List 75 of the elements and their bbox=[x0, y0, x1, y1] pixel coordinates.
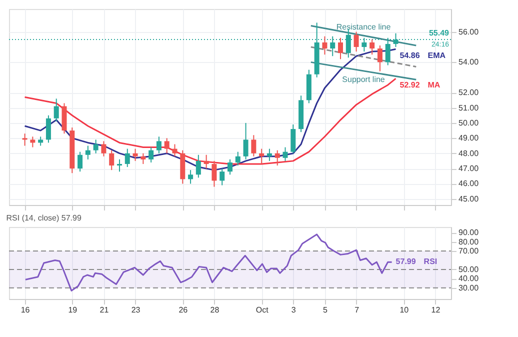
x-tick-label: 26 bbox=[178, 306, 188, 314]
candlestick bbox=[109, 150, 114, 171]
y-tick-label: 56.00 bbox=[458, 27, 480, 36]
x-tick-label: 7 bbox=[354, 306, 360, 314]
candlestick bbox=[290, 124, 296, 154]
candlestick bbox=[156, 136, 162, 154]
candlestick bbox=[101, 140, 106, 157]
candlestick bbox=[38, 136, 44, 146]
candlestick bbox=[354, 31, 359, 52]
y-tick-label: 48.00 bbox=[458, 148, 480, 158]
candlestick bbox=[164, 138, 170, 154]
x-tick-label: 5 bbox=[322, 306, 328, 314]
candlestick bbox=[377, 44, 382, 72]
y-tick-label: 47.00 bbox=[458, 164, 480, 174]
candlestick bbox=[46, 114, 51, 144]
candlestick bbox=[243, 122, 248, 160]
candlestick bbox=[370, 38, 375, 56]
candlestick bbox=[322, 36, 328, 56]
data-label: 52.92 bbox=[400, 80, 420, 90]
candlestick bbox=[124, 148, 130, 168]
y-tick-label: 80.00 bbox=[458, 237, 480, 246]
x-tick-label: Oct bbox=[256, 306, 270, 314]
y-tick-label: 45.00 bbox=[458, 194, 480, 204]
series-label: Resistance line bbox=[336, 22, 392, 32]
y-tick-label: 70.00 bbox=[458, 246, 480, 256]
candlestick bbox=[188, 170, 194, 184]
y-tick-label: 50.00 bbox=[458, 264, 480, 274]
x-tick-label: 28 bbox=[210, 306, 220, 314]
candlestick bbox=[30, 136, 36, 148]
candlestick bbox=[282, 146, 288, 162]
chart-title: RSI (14, close) 57.99 bbox=[6, 213, 82, 222]
ref-line-label: 55.49 bbox=[428, 28, 450, 38]
candlestick bbox=[172, 144, 178, 157]
x-tick-label: 10 bbox=[400, 306, 410, 314]
y-tick-label: 51.00 bbox=[458, 103, 480, 112]
y-tick-label: 90.00 bbox=[458, 228, 480, 238]
candlestick bbox=[140, 152, 146, 164]
candlestick bbox=[22, 133, 28, 146]
x-tick-label: 3 bbox=[291, 306, 296, 314]
series-label: Support line bbox=[342, 74, 386, 84]
x-tick-label: 23 bbox=[131, 306, 141, 314]
data-label: 57.99 bbox=[396, 257, 416, 266]
y-tick-label: 30.00 bbox=[458, 283, 480, 292]
text: EMA bbox=[428, 51, 446, 60]
candlestick bbox=[85, 145, 90, 160]
candlestick bbox=[196, 154, 201, 178]
candlestick bbox=[54, 98, 59, 122]
x-tick-label: 12 bbox=[431, 306, 441, 314]
candlestick bbox=[259, 148, 264, 164]
data-label: 54.86 bbox=[400, 51, 420, 60]
x-tick-label: 21 bbox=[100, 306, 110, 314]
text: RSI bbox=[424, 257, 438, 266]
candlestick bbox=[274, 150, 280, 166]
candlestick bbox=[338, 37, 343, 60]
candlestick bbox=[148, 146, 154, 163]
candlestick bbox=[93, 139, 98, 154]
y-tick-label: 54.00 bbox=[458, 58, 480, 67]
candlestick bbox=[220, 168, 225, 186]
text: MA bbox=[428, 80, 440, 90]
x-tick-label: 19 bbox=[68, 306, 78, 314]
candlestick bbox=[251, 134, 256, 157]
candlestick bbox=[78, 151, 83, 172]
candlestick bbox=[132, 148, 138, 162]
candlestick bbox=[266, 148, 272, 162]
candlestick bbox=[117, 158, 122, 172]
candlestick bbox=[235, 151, 240, 166]
y-tick-label: 52.00 bbox=[458, 88, 480, 98]
y-tick-label: 49.00 bbox=[458, 134, 480, 143]
x-tick-label: 16 bbox=[20, 306, 30, 314]
candlestick bbox=[212, 160, 217, 188]
y-tick-label: 40.00 bbox=[458, 274, 480, 284]
candlestick bbox=[228, 158, 232, 176]
candlestick bbox=[204, 154, 209, 170]
y-tick-label: 46.00 bbox=[458, 179, 480, 188]
y-tick-label: 50.00 bbox=[458, 118, 480, 128]
